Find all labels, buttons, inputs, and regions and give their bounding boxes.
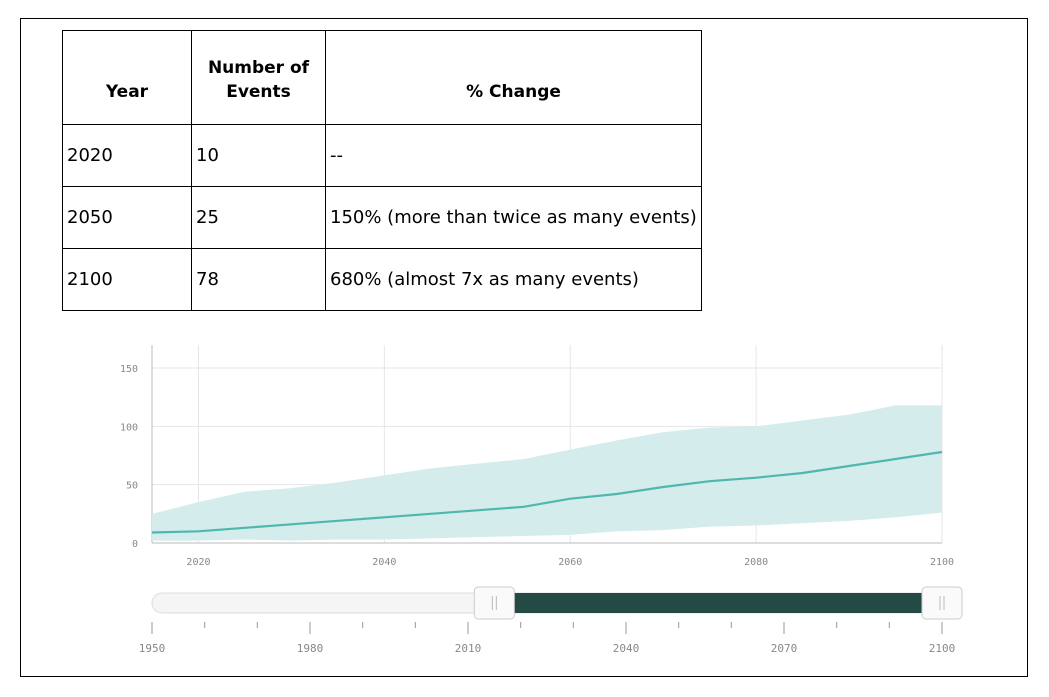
handle-body[interactable] — [473, 586, 515, 620]
cell-change: 150% (more than twice as many events) — [325, 186, 702, 249]
cell-events: 10 — [191, 124, 326, 187]
cell-year: 2100 — [62, 248, 192, 311]
slider-handle-high[interactable] — [921, 586, 963, 620]
cell-change: 680% (almost 7x as many events) — [325, 248, 702, 311]
slider-selected-range — [494, 593, 942, 613]
cell-change: -- — [325, 124, 702, 187]
header-number-of-events: Number of Events — [191, 30, 326, 125]
figure-frame — [20, 18, 1028, 677]
slider-tick-label: 2040 — [613, 642, 640, 655]
table-row: 2100 78 680% (almost 7x as many events) — [62, 248, 702, 311]
slider-tick-label: 1950 — [139, 642, 166, 655]
table-row: 2020 10 -- — [62, 124, 702, 187]
table-row: 2050 25 150% (more than twice as many ev… — [62, 186, 702, 249]
cell-events: 78 — [191, 248, 326, 311]
cell-year: 2020 — [62, 124, 192, 187]
handle-body[interactable] — [921, 586, 963, 620]
cell-year: 2050 — [62, 186, 192, 249]
slider-tick-label: 2100 — [929, 642, 956, 655]
slider-tick-label: 2010 — [455, 642, 482, 655]
slider-tick-label: 2070 — [771, 642, 798, 655]
slider-handle-low[interactable] — [473, 586, 515, 620]
events-table: Year Number of Events % Change 2020 10 -… — [62, 30, 702, 311]
slider-tick-label: 1980 — [297, 642, 324, 655]
